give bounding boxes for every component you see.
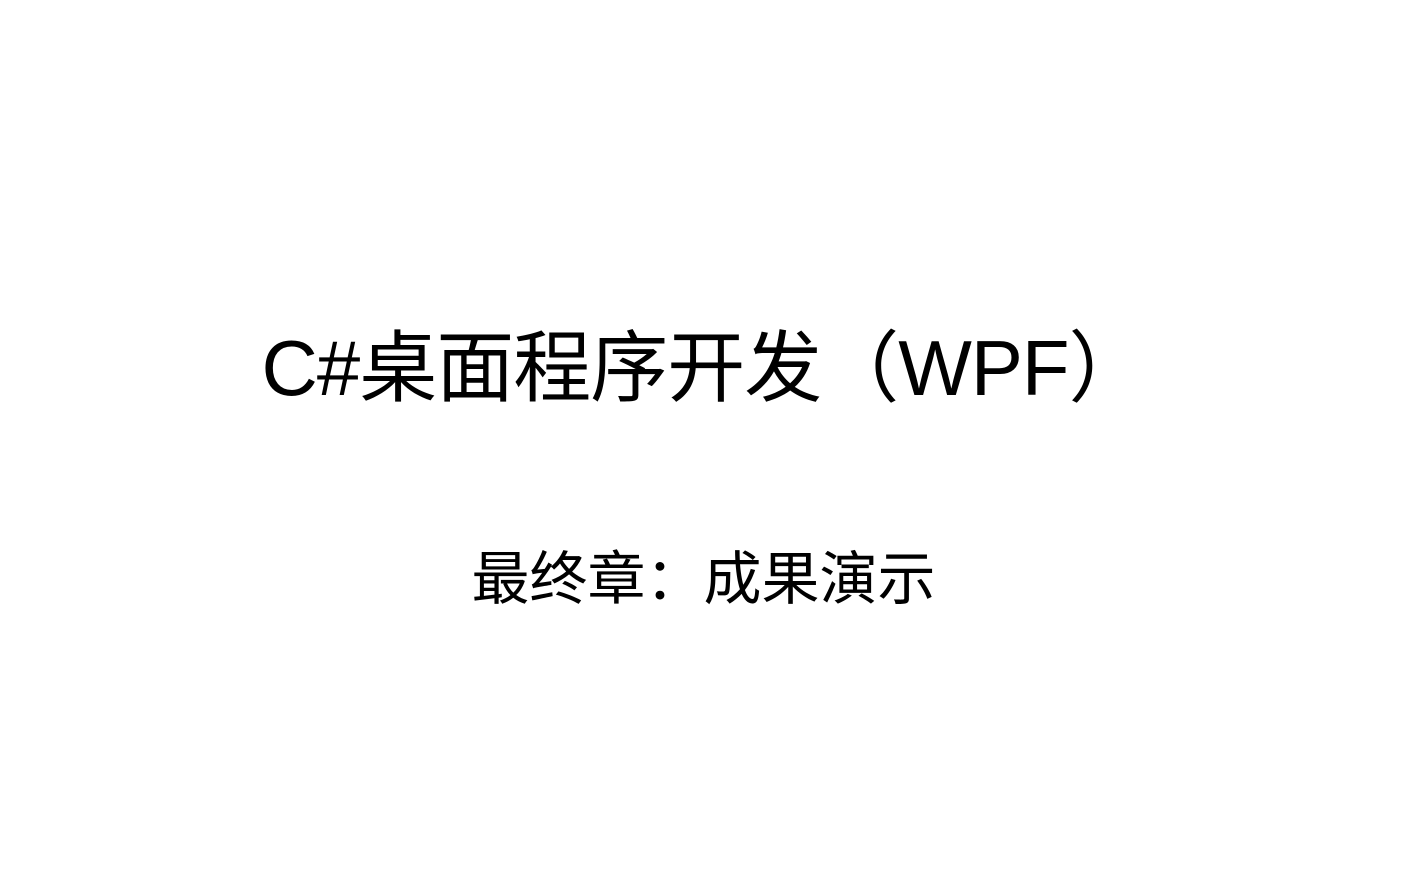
slide-subtitle: 最终章：成果演示 bbox=[471, 545, 936, 613]
slide-title: C#桌面程序开发（WPF） bbox=[261, 324, 1146, 412]
